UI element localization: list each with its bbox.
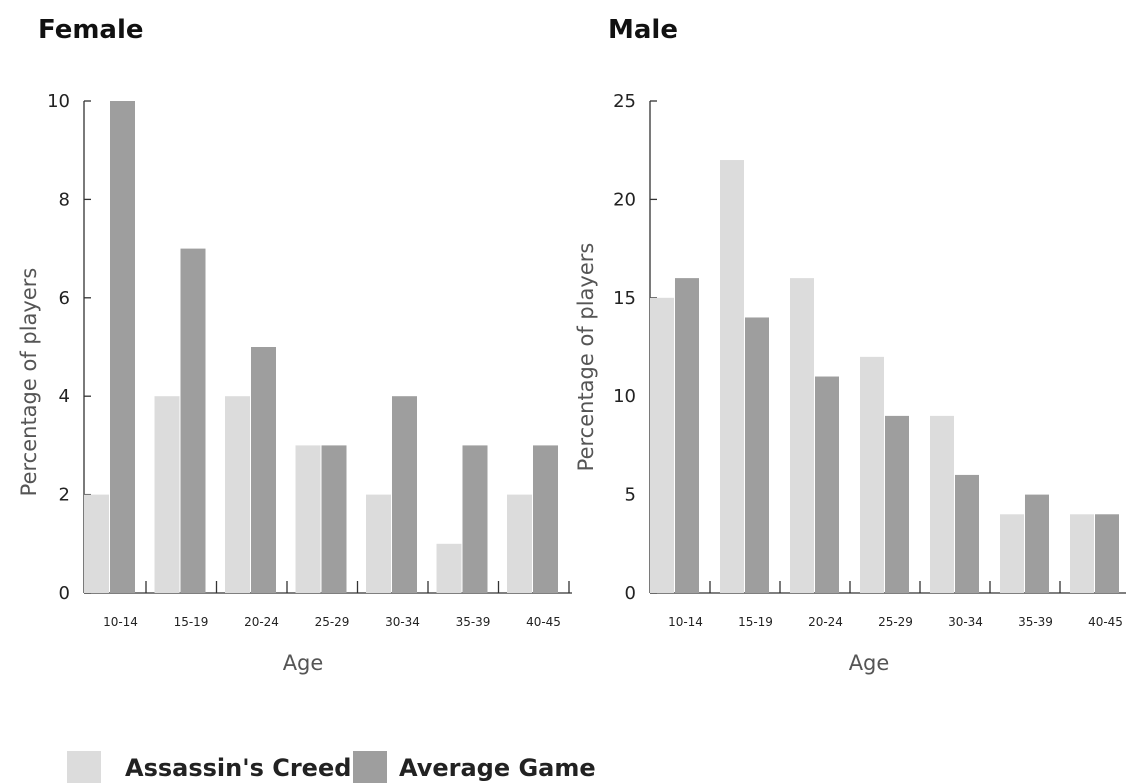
legend-swatch-assassins-creed bbox=[67, 751, 101, 783]
male-bar-assassin-s-creed-30-34 bbox=[930, 415, 954, 593]
male-bar-assassin-s-creed-20-24 bbox=[790, 278, 814, 593]
legend-label-average-game: Average Game bbox=[399, 754, 596, 782]
male-chart-panel: Male 0 5 10 15 20 25 10-14 15-19 20-24 25-29 30-34 3… bbox=[574, 15, 1126, 675]
female-y-tick-label: 10 bbox=[47, 91, 70, 112]
male-y-tick-label: 5 bbox=[625, 485, 636, 506]
male-y-tick-label: 25 bbox=[613, 91, 636, 112]
male-y-tick-label: 15 bbox=[613, 288, 636, 309]
male-bar-average-game-35-39 bbox=[1025, 494, 1049, 593]
male-x-tick-label: 40-45 bbox=[1088, 615, 1123, 629]
female-bar-assassin-s-creed-20-24 bbox=[225, 396, 250, 593]
male-x-tick-label: 10-14 bbox=[668, 615, 703, 629]
female-bar-average-game-10-14 bbox=[110, 101, 135, 593]
male-bar-assassin-s-creed-40-45 bbox=[1070, 514, 1094, 593]
female-chart-panel: Female 0 2 4 6 8 10 10-14 15-19 20-24 25-29 30-34 35… bbox=[17, 15, 572, 675]
male-y-tick-label: 0 bbox=[625, 583, 636, 604]
male-y-tick-label: 10 bbox=[613, 386, 636, 407]
male-bar-average-game-15-19 bbox=[745, 317, 769, 593]
female-bar-average-game-35-39 bbox=[462, 445, 488, 593]
female-y-tick-label: 2 bbox=[59, 485, 70, 506]
male-bar-average-game-40-45 bbox=[1095, 514, 1119, 593]
female-x-tick-label: 20-24 bbox=[244, 615, 279, 629]
male-bar-assassin-s-creed-35-39 bbox=[1000, 514, 1024, 593]
male-y-tick-label: 20 bbox=[613, 189, 636, 210]
female-x-tick-label: 25-29 bbox=[315, 615, 350, 629]
female-y-tick-label: 4 bbox=[59, 386, 70, 407]
female-x-tick-label: 40-45 bbox=[526, 615, 561, 629]
male-bar-assassin-s-creed-25-29 bbox=[860, 356, 884, 593]
male-y-axis-label: Percentage of players bbox=[574, 243, 598, 472]
female-x-tick-label: 35-39 bbox=[456, 615, 491, 629]
male-x-tick-label: 15-19 bbox=[738, 615, 773, 629]
female-bar-assassin-s-creed-35-39 bbox=[436, 543, 462, 593]
female-y-tick-label: 0 bbox=[59, 583, 70, 604]
female-bar-average-game-40-45 bbox=[533, 445, 558, 593]
male-chart-title: Male bbox=[608, 15, 678, 45]
female-bar-assassin-s-creed-30-34 bbox=[366, 494, 391, 593]
male-bar-assassin-s-creed-15-19 bbox=[720, 160, 744, 594]
female-bar-average-game-30-34 bbox=[392, 396, 417, 593]
male-x-tick-label: 20-24 bbox=[808, 615, 843, 629]
female-x-tick-label: 15-19 bbox=[174, 615, 209, 629]
female-bar-assassin-s-creed-40-45 bbox=[507, 494, 532, 593]
female-chart-title: Female bbox=[38, 15, 144, 45]
male-x-tick-label: 25-29 bbox=[878, 615, 913, 629]
male-bar-assassin-s-creed-10-14 bbox=[650, 297, 674, 593]
male-bar-average-game-25-29 bbox=[885, 415, 909, 593]
female-y-tick-label: 6 bbox=[59, 288, 70, 309]
female-bar-average-game-20-24 bbox=[251, 347, 276, 593]
female-bar-assassin-s-creed-10-14 bbox=[84, 494, 109, 593]
female-x-tick-label: 10-14 bbox=[103, 615, 138, 629]
male-x-tick-label: 30-34 bbox=[948, 615, 983, 629]
legend-label-assassins-creed: Assassin's Creed bbox=[125, 754, 351, 782]
male-x-axis-label: Age bbox=[849, 651, 890, 675]
male-x-tick-label: 35-39 bbox=[1018, 615, 1053, 629]
female-y-tick-label: 8 bbox=[59, 189, 70, 210]
female-bar-average-game-15-19 bbox=[180, 248, 206, 593]
legend-swatch-average-game bbox=[353, 751, 387, 783]
male-bar-average-game-10-14 bbox=[675, 278, 699, 593]
legend: Assassin's Creed Average Game bbox=[67, 751, 596, 783]
male-bar-average-game-20-24 bbox=[815, 376, 839, 593]
female-bar-assassin-s-creed-25-29 bbox=[295, 445, 321, 593]
female-y-axis-label: Percentage of players bbox=[17, 268, 41, 497]
female-bar-assassin-s-creed-15-19 bbox=[154, 396, 180, 593]
female-x-tick-label: 30-34 bbox=[385, 615, 420, 629]
male-bar-average-game-30-34 bbox=[955, 474, 979, 593]
female-x-axis-label: Age bbox=[283, 651, 324, 675]
female-bar-average-game-25-29 bbox=[321, 445, 347, 593]
